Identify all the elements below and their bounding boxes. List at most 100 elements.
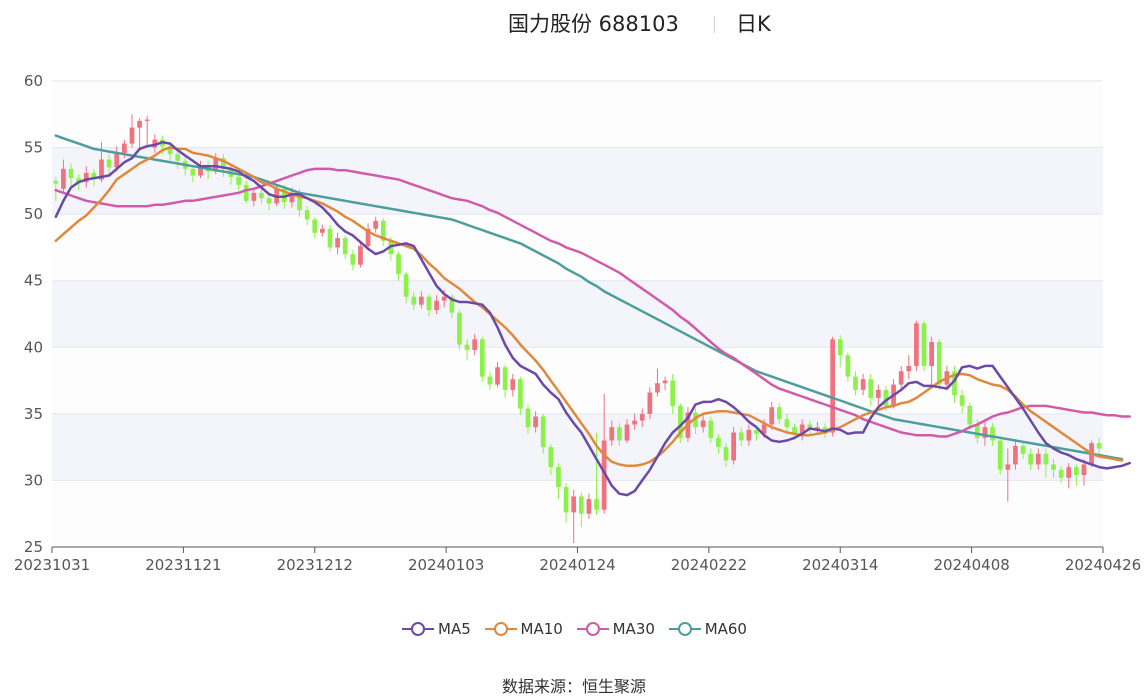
candle-body: [403, 274, 409, 297]
candle-body: [213, 158, 219, 172]
ma-lines: [54, 134, 1131, 497]
x-tick-label: 20231031: [14, 556, 90, 574]
candle-body: [479, 339, 485, 377]
candle-body: [746, 429, 752, 441]
candle-body: [906, 365, 912, 372]
candle-body: [1051, 464, 1056, 470]
candle-body: [144, 119, 150, 121]
legend-label-ma10: MA10: [520, 620, 563, 638]
candle-body: [1020, 445, 1026, 454]
candle-body: [99, 159, 104, 180]
ma-line-ma10: [54, 146, 1124, 468]
candle-body: [716, 437, 721, 448]
candle-body: [556, 467, 561, 488]
legend-label-ma5: MA5: [438, 620, 471, 638]
candle-body: [807, 424, 813, 430]
candle-body: [662, 380, 668, 384]
legend: MA5 MA10 MA30 MA60: [0, 620, 1148, 641]
candle-body: [373, 220, 379, 229]
legend-label-ma30: MA30: [612, 620, 655, 638]
legend-marker-ma5: [402, 622, 434, 636]
candle-body: [121, 143, 127, 153]
candle-body: [632, 420, 637, 425]
candle-body: [868, 379, 874, 398]
candle-body: [769, 407, 775, 425]
x-tick-label: 20240103: [408, 556, 484, 574]
candle-body: [220, 158, 226, 169]
period-label: 日K: [736, 12, 771, 36]
legend-item-ma5[interactable]: MA5: [401, 620, 471, 638]
grid-band: [52, 347, 1103, 414]
candle-body: [236, 176, 241, 185]
y-tick-label: 50: [24, 205, 43, 223]
candle-body: [190, 168, 196, 176]
data-source: 数据来源：恒生聚源: [0, 673, 1148, 697]
candle-body: [76, 178, 82, 183]
candle-body: [639, 413, 645, 421]
candle-body: [243, 184, 249, 201]
candle-body: [342, 238, 348, 255]
candle-body: [700, 420, 706, 428]
candle-body: [822, 427, 828, 433]
candle-body: [441, 296, 447, 301]
y-tick-label: 45: [24, 272, 43, 290]
candle-body: [91, 172, 97, 180]
candle-body: [449, 296, 455, 313]
legend-item-ma30[interactable]: MA30: [576, 620, 655, 638]
candle-body: [114, 152, 120, 168]
candle-body: [974, 424, 980, 438]
candle-body: [677, 405, 683, 438]
candle-body: [853, 376, 858, 390]
candle-body: [167, 146, 173, 155]
candle-body: [1081, 464, 1087, 476]
candle-body: [1043, 453, 1049, 465]
candle-body: [426, 296, 432, 311]
candle-body: [936, 341, 942, 385]
candle-body: [464, 344, 470, 350]
candle-body: [624, 424, 630, 441]
grid-band: [52, 214, 1103, 281]
grid-bands: [52, 81, 1103, 547]
legend-item-ma10[interactable]: MA10: [484, 620, 563, 638]
candle-body: [419, 296, 424, 305]
candle-body: [647, 392, 653, 414]
candle-body: [518, 379, 523, 409]
candle-body: [495, 367, 500, 385]
candle-body: [106, 159, 112, 168]
candle-body: [959, 395, 965, 406]
legend-marker-ma60: [668, 622, 701, 636]
title-separator: [714, 16, 715, 33]
candle-body: [929, 341, 935, 366]
y-tick-label: 25: [24, 538, 43, 556]
x-tick-label: 20240314: [802, 556, 878, 574]
candle-body: [609, 427, 615, 441]
y-tick-label: 35: [24, 405, 43, 423]
candle-body: [1035, 453, 1041, 465]
candle-body: [1028, 453, 1034, 465]
legend-item-ma60[interactable]: MA60: [668, 620, 747, 638]
chart-title: 国力股份 688103 日K: [0, 8, 1148, 40]
ma-line-ma30: [54, 167, 1131, 438]
source-name: 恒生聚源: [582, 677, 647, 696]
y-tick-label: 30: [24, 471, 43, 489]
candle-body: [83, 172, 89, 183]
candle-body: [502, 367, 508, 390]
candle-body: [738, 432, 744, 441]
candle-body: [693, 412, 698, 428]
candle-body: [335, 238, 340, 248]
source-label: 数据来源：: [501, 677, 582, 696]
candle-body: [586, 499, 592, 514]
candle-body: [754, 429, 759, 434]
grid-band: [52, 81, 1103, 148]
candle-body: [784, 419, 790, 428]
candle-body: [708, 420, 714, 438]
candle-body: [266, 198, 272, 204]
candle-body: [1066, 467, 1072, 478]
candle-body: [472, 339, 478, 350]
candle-body: [61, 168, 66, 189]
ma-line-ma5: [54, 140, 1131, 497]
candle-body: [411, 296, 417, 305]
candle-body: [578, 496, 584, 514]
candle-body: [1073, 467, 1079, 476]
